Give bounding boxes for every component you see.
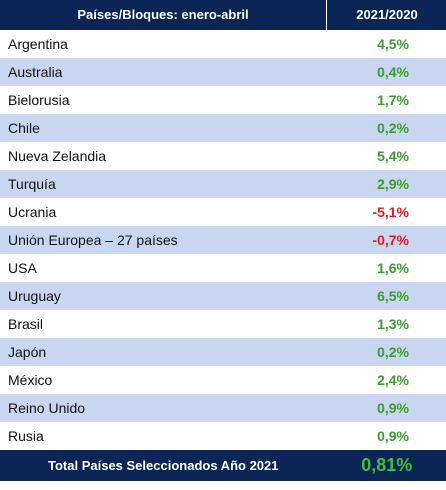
country-name: Reino Unido: [0, 394, 327, 422]
country-name: Nueva Zelandia: [0, 142, 327, 170]
table-row: USA 1,6%: [0, 254, 446, 282]
change-value: 1,3%: [326, 310, 446, 338]
table-row: Uruguay 6,5%: [0, 282, 446, 310]
table-row: Ucrania -5,1%: [0, 198, 446, 226]
table-row: Reino Unido 0,9%: [0, 394, 446, 422]
table-row: Australia 0,4%: [0, 58, 446, 86]
country-name: Ucrania: [0, 198, 327, 226]
table-row: Nueva Zelandia 5,4%: [0, 142, 446, 170]
change-value: 2,4%: [326, 366, 446, 394]
country-name: USA: [0, 254, 327, 282]
table-row: Rusia 0,9%: [0, 422, 446, 450]
total-value: 0,81%: [326, 450, 446, 481]
change-value: 0,9%: [326, 394, 446, 422]
table-row: Japón 0,2%: [0, 338, 446, 366]
table-row: Chile 0,2%: [0, 114, 446, 142]
table-body: Argentina 4,5% Australia 0,4% Bielorusia 1,7%…: [0, 30, 446, 450]
table-row: Turquía 2,9%: [0, 170, 446, 198]
table-row: Bielorusia 1,7%: [0, 86, 446, 114]
country-column-header: Países/Bloques: enero-abril: [0, 0, 327, 30]
change-value: 2,9%: [326, 170, 446, 198]
change-value: 1,7%: [326, 86, 446, 114]
table-row: Unión Europea – 27 países -0,7%: [0, 226, 446, 254]
table-row: Argentina 4,5%: [0, 30, 446, 58]
table-row: Brasil 1,3%: [0, 310, 446, 338]
change-value: 6,5%: [326, 282, 446, 310]
change-value: 0,2%: [326, 114, 446, 142]
total-label: Total Países Seleccionados Año 2021: [0, 450, 327, 481]
country-name: Chile: [0, 114, 327, 142]
country-name: Unión Europea – 27 países: [0, 226, 327, 254]
country-name: México: [0, 366, 327, 394]
change-value: 1,6%: [326, 254, 446, 282]
country-name: Uruguay: [0, 282, 327, 310]
country-name: Bielorusia: [0, 86, 327, 114]
change-value: -0,7%: [326, 226, 446, 254]
country-name: Australia: [0, 58, 327, 86]
total-row: Total Países Seleccionados Año 2021 0,81…: [0, 450, 446, 481]
table-row: México 2,4%: [0, 366, 446, 394]
change-value: 4,5%: [326, 30, 446, 58]
country-name: Japón: [0, 338, 327, 366]
change-value: -5,1%: [326, 198, 446, 226]
country-name: Rusia: [0, 422, 327, 450]
change-value: 0,4%: [326, 58, 446, 86]
change-value: 0,9%: [326, 422, 446, 450]
country-name: Brasil: [0, 310, 327, 338]
country-name: Turquía: [0, 170, 327, 198]
table-header-row: Países/Bloques: enero-abril 2021/2020: [0, 0, 446, 30]
country-name: Argentina: [0, 30, 327, 58]
change-value: 0,2%: [326, 338, 446, 366]
change-value: 5,4%: [326, 142, 446, 170]
change-column-header: 2021/2020: [326, 0, 446, 30]
